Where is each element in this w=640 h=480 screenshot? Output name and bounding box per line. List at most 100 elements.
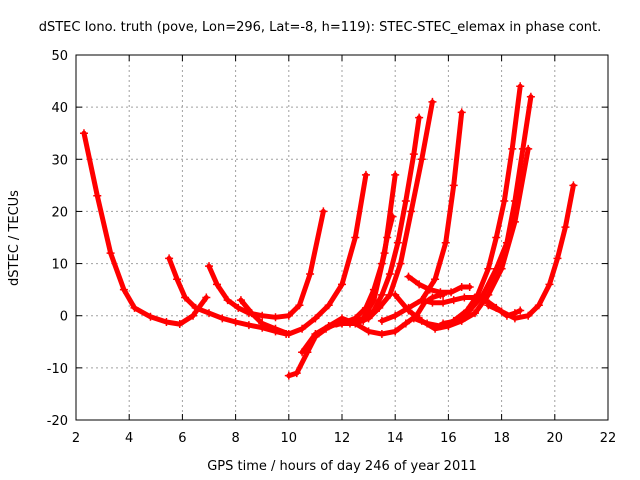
series-4 <box>236 170 370 338</box>
data-point <box>311 314 320 323</box>
data-point <box>298 324 307 333</box>
x-tick-label: 8 <box>231 431 239 446</box>
data-point <box>295 301 304 310</box>
y-tick-label: 50 <box>51 49 68 64</box>
data-point <box>364 327 373 336</box>
data-point <box>391 327 400 336</box>
data-point <box>417 296 426 305</box>
data-point <box>534 301 543 310</box>
series-1 <box>79 129 211 329</box>
data-point <box>431 275 440 284</box>
data-point <box>415 113 424 122</box>
data-point <box>428 97 437 106</box>
data-point <box>205 262 213 271</box>
data-point <box>146 312 155 321</box>
data-point <box>471 309 479 318</box>
x-tick-label: 12 <box>334 431 351 446</box>
series-13 <box>377 108 466 325</box>
data-point <box>191 303 200 312</box>
data-point <box>361 170 370 179</box>
data-point <box>460 293 469 302</box>
data-point <box>369 285 378 294</box>
data-point <box>526 92 535 101</box>
data-point <box>383 233 392 242</box>
y-tick-label: 40 <box>51 101 68 116</box>
data-point <box>377 259 386 268</box>
data-point <box>311 332 320 341</box>
data-point <box>351 314 360 323</box>
data-point <box>553 254 562 263</box>
data-point <box>244 321 253 330</box>
data-point <box>447 288 456 297</box>
data-point <box>162 317 171 326</box>
data-point <box>79 129 88 138</box>
data-point <box>492 264 501 273</box>
data-point <box>516 82 525 91</box>
series-10 <box>404 272 474 297</box>
series-line <box>81 130 209 327</box>
data-point <box>388 212 397 221</box>
data-point <box>401 197 410 205</box>
series-line <box>360 115 422 324</box>
data-point <box>271 313 280 322</box>
data-point <box>393 238 402 247</box>
data-point <box>351 233 360 242</box>
y-axis-label: dSTEC / TECUs <box>7 190 22 286</box>
x-tick-label: 6 <box>178 431 186 446</box>
data-point <box>298 348 307 357</box>
data-point <box>545 280 554 289</box>
series-3 <box>205 207 328 322</box>
y-tick-label: 30 <box>51 153 68 168</box>
data-point <box>500 197 509 205</box>
data-point <box>119 285 128 294</box>
data-point <box>518 144 527 153</box>
data-point <box>391 311 400 320</box>
data-point <box>231 317 240 326</box>
data-point <box>236 296 245 305</box>
x-tick-label: 16 <box>440 431 457 446</box>
data-point <box>516 306 525 315</box>
x-tick-label: 22 <box>600 431 617 446</box>
data-point <box>439 298 448 307</box>
series-line <box>238 172 369 337</box>
data-point <box>205 309 213 318</box>
data-point <box>510 197 519 205</box>
x-tick-label: 20 <box>547 431 564 446</box>
data-point <box>502 238 511 247</box>
data-point <box>359 316 368 325</box>
data-series <box>79 82 578 380</box>
data-point <box>510 314 519 323</box>
data-point <box>93 191 102 200</box>
data-point <box>423 319 432 328</box>
data-point <box>234 303 243 312</box>
data-point <box>465 306 474 315</box>
x-tick-label: 14 <box>387 431 404 446</box>
data-point <box>524 311 533 320</box>
y-tick-label: 20 <box>51 205 68 220</box>
y-tick-label: -20 <box>47 414 68 429</box>
data-point <box>165 254 174 263</box>
series-line <box>206 208 326 320</box>
data-point <box>202 293 211 302</box>
data-point <box>223 296 232 305</box>
data-point <box>306 270 315 278</box>
data-point <box>441 238 450 247</box>
series-16 <box>484 181 578 323</box>
data-point <box>173 275 182 284</box>
data-point <box>457 108 466 117</box>
data-point <box>457 283 466 292</box>
data-point <box>508 144 517 153</box>
data-point <box>130 303 139 312</box>
data-point <box>271 324 280 333</box>
data-point <box>561 223 570 232</box>
data-point <box>391 290 400 299</box>
data-point <box>284 311 293 320</box>
data-point <box>396 259 405 268</box>
x-tick-label: 18 <box>493 431 510 446</box>
data-point <box>361 303 370 312</box>
data-point <box>465 283 474 292</box>
data-point <box>369 306 378 315</box>
series-line <box>379 109 465 324</box>
data-point <box>324 301 333 310</box>
